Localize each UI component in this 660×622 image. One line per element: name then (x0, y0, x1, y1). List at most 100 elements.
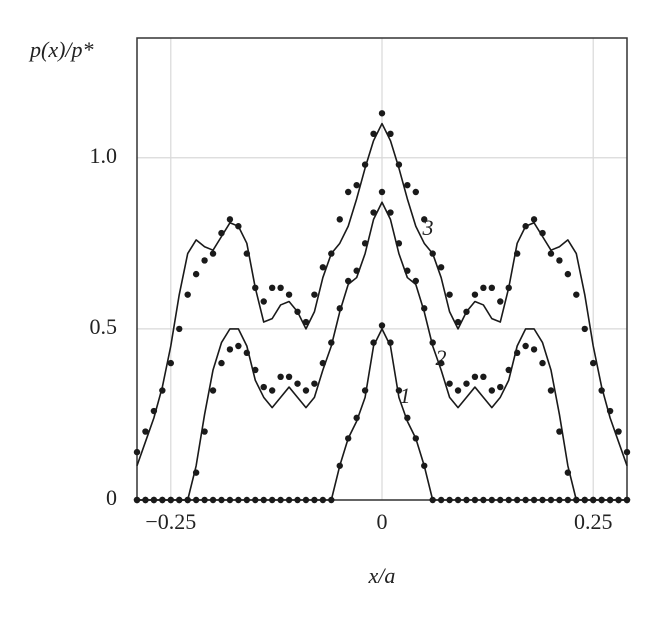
data-dot (387, 130, 394, 138)
data-dot (530, 346, 538, 353)
data-dot (294, 380, 301, 387)
data-dot (421, 305, 428, 312)
data-dot (209, 496, 217, 504)
data-dot (564, 270, 572, 278)
data-dot (598, 387, 605, 394)
data-dot (345, 435, 352, 442)
data-dot (421, 462, 428, 469)
data-dot (345, 277, 352, 285)
data-dot (412, 277, 419, 285)
data-dot (184, 291, 191, 298)
data-dot (623, 448, 631, 456)
data-dot (176, 325, 183, 333)
data-dot (429, 496, 436, 504)
data-dot (513, 250, 521, 257)
curve-label: 1 (400, 383, 411, 408)
data-dot (480, 373, 487, 380)
data-dot (497, 298, 504, 305)
data-dot (556, 496, 563, 504)
data-dot (480, 284, 487, 292)
data-dot (285, 291, 293, 298)
data-dot (463, 496, 470, 504)
data-dot (598, 496, 605, 504)
data-dot (285, 496, 293, 504)
data-dot (395, 161, 403, 168)
data-dot (378, 322, 386, 329)
data-dot (209, 250, 217, 257)
data-dot (277, 373, 284, 380)
data-dot (192, 496, 200, 504)
data-dot (623, 496, 631, 504)
data-dot (412, 188, 419, 196)
data-dot (243, 349, 251, 357)
data-dot (530, 496, 538, 504)
x-tick-label: 0.25 (574, 509, 613, 534)
data-dot (556, 257, 563, 264)
data-dot (277, 284, 284, 292)
data-dot (361, 387, 369, 394)
data-dot (556, 428, 563, 435)
data-dot (311, 291, 318, 298)
data-dot (353, 181, 360, 189)
data-dot (488, 387, 496, 394)
y-tick-label: 1.0 (90, 143, 118, 168)
data-dot (336, 216, 343, 223)
data-dot (606, 496, 614, 504)
data-dot (361, 161, 369, 168)
data-dot (463, 380, 470, 387)
data-dot (345, 188, 352, 196)
data-dot (446, 496, 453, 504)
data-dot (471, 496, 479, 504)
data-dot (243, 496, 251, 504)
data-dot (252, 496, 259, 504)
data-dot (361, 240, 369, 247)
x-axis-label: x/a (368, 563, 396, 588)
data-dot (471, 291, 479, 298)
data-dot (277, 496, 284, 504)
data-dot (142, 428, 149, 435)
data-dot (252, 366, 259, 374)
data-dot (454, 496, 462, 504)
data-dot (328, 339, 335, 346)
y-tick-label: 0.5 (90, 314, 118, 339)
data-dot (294, 496, 301, 504)
data-dot (268, 496, 276, 504)
data-dot (573, 291, 580, 298)
data-dot (480, 496, 487, 504)
data-dot (159, 496, 166, 504)
data-dot (142, 496, 149, 504)
data-dot (243, 250, 251, 257)
data-dot (302, 387, 310, 394)
data-dot (539, 496, 546, 504)
data-dot (311, 496, 318, 504)
data-dot (176, 496, 183, 504)
data-dot (437, 264, 445, 271)
data-dot (437, 359, 445, 367)
data-dot (615, 428, 622, 435)
data-dot (167, 496, 174, 504)
data-dot (159, 387, 166, 394)
data-dot (547, 496, 555, 504)
data-dot (260, 383, 267, 391)
data-dot (429, 250, 436, 257)
data-dot (513, 496, 521, 504)
data-dot (201, 496, 208, 504)
data-dot (463, 308, 470, 315)
data-dot (522, 223, 529, 230)
x-tick-label: 0 (377, 509, 388, 534)
x-tick-label: −0.25 (145, 509, 196, 534)
data-dot (581, 325, 588, 333)
data-dot (370, 209, 377, 216)
data-dot (252, 284, 259, 292)
data-dot (404, 414, 411, 422)
data-dot (133, 496, 141, 504)
data-dot (218, 229, 225, 237)
data-dot (454, 387, 462, 394)
data-dot (192, 469, 200, 476)
data-dot (590, 359, 597, 367)
data-dot (294, 308, 301, 315)
data-dot (387, 339, 394, 346)
data-dot (201, 257, 208, 264)
data-dot (530, 216, 538, 223)
data-dot (378, 110, 386, 117)
